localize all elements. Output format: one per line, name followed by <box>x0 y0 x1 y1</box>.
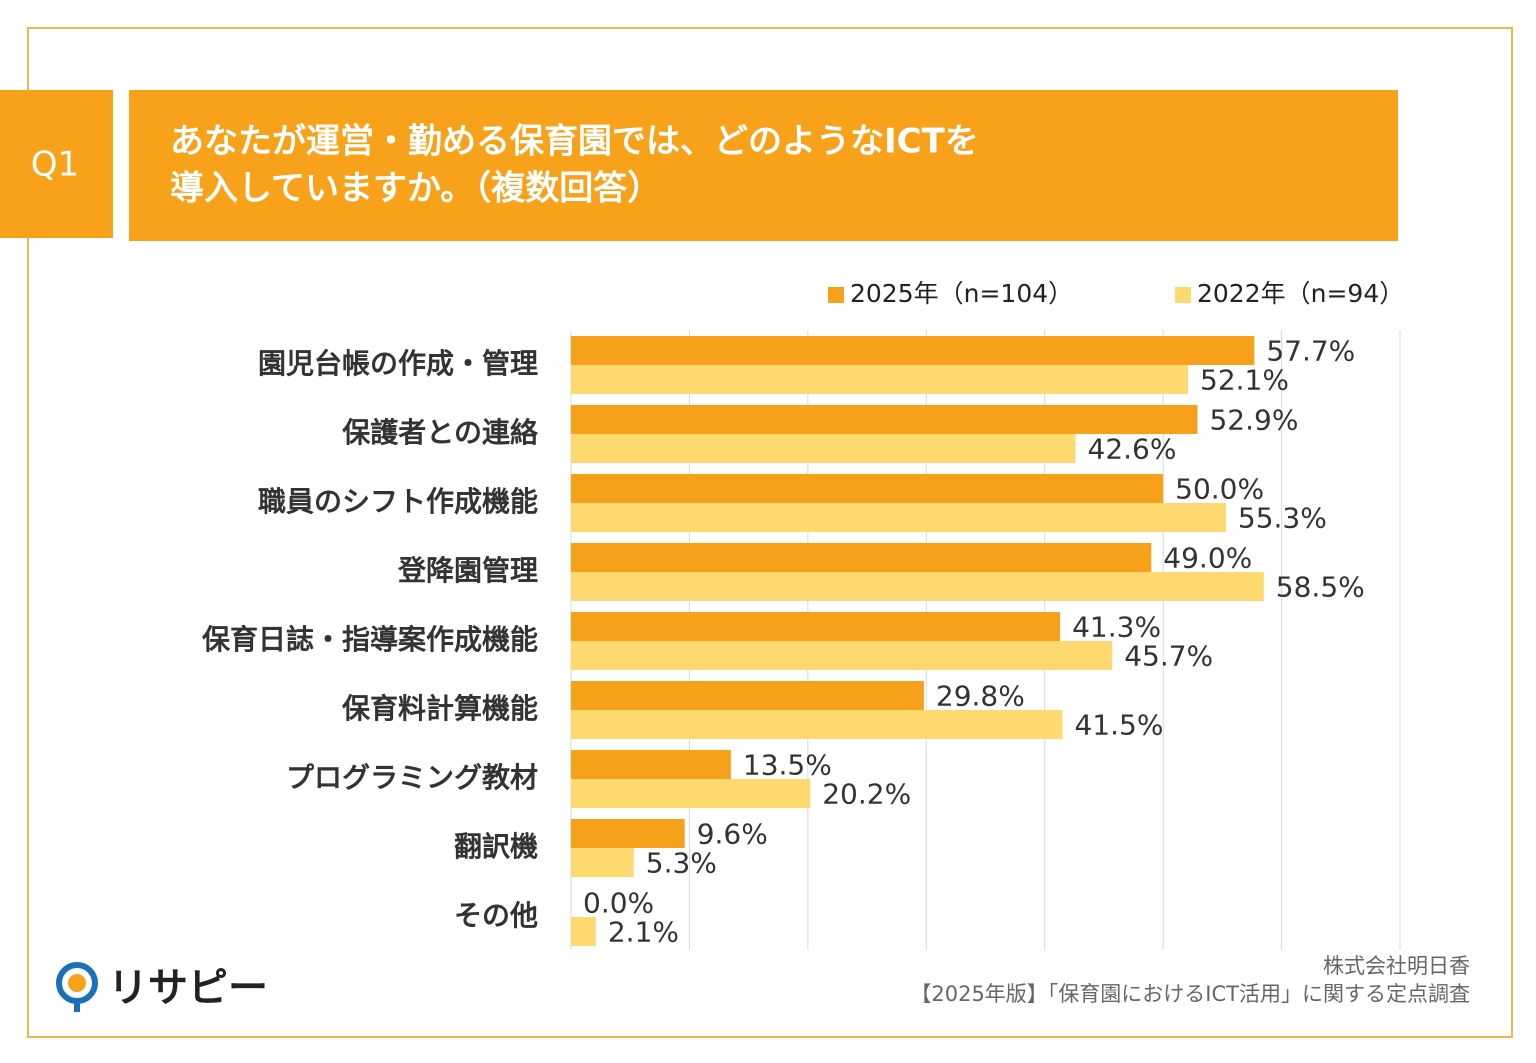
bar <box>571 848 634 877</box>
y-tick-label: 翻訳機 <box>454 830 538 863</box>
bar <box>571 750 731 779</box>
data-label: 41.3% <box>1072 611 1161 644</box>
bar <box>571 503 1226 532</box>
frame <box>27 27 1513 1038</box>
data-label: 9.6% <box>697 818 768 851</box>
data-label: 20.2% <box>822 778 911 811</box>
data-label: 50.0% <box>1175 473 1264 506</box>
data-label: 57.7% <box>1266 335 1355 368</box>
data-label: 42.6% <box>1088 433 1177 466</box>
source: 株式会社明日香 <box>1323 954 1470 978</box>
y-tick-label: 保育料計算機能 <box>342 692 538 725</box>
data-label: 0.0% <box>583 887 654 920</box>
data-label: 58.5% <box>1276 571 1365 604</box>
bar <box>571 365 1189 394</box>
data-label: 55.3% <box>1238 502 1327 535</box>
data-label: 52.1% <box>1200 364 1289 397</box>
y-tick-label: プログラミング教材 <box>286 761 538 794</box>
legend-swatch <box>1175 287 1191 303</box>
data-label: 13.5% <box>743 749 832 782</box>
bar <box>571 819 685 848</box>
bar <box>571 543 1152 572</box>
bar <box>571 405 1198 434</box>
chart-title: 導入していますか。（複数回答） <box>170 169 661 209</box>
data-label: 29.8% <box>936 680 1025 713</box>
bar <box>571 917 596 946</box>
bar <box>571 474 1164 503</box>
y-tick-label: 保育日誌・指導案作成機能 <box>202 623 538 656</box>
logo-icon <box>68 974 86 992</box>
data-label: 49.0% <box>1163 542 1252 575</box>
chart-title: あなたが運営・勤める保育園では、どのようなICTを <box>170 122 979 162</box>
data-label: 52.9% <box>1209 404 1298 437</box>
bar <box>571 681 924 710</box>
bar <box>571 710 1063 739</box>
bar <box>571 336 1255 365</box>
y-tick-label: その他 <box>454 899 538 932</box>
data-label: 5.3% <box>646 847 717 880</box>
data-label: 2.1% <box>608 916 679 949</box>
y-tick-label: 登降園管理 <box>397 554 538 587</box>
q-box <box>0 90 113 238</box>
title-box <box>129 90 1398 241</box>
bar <box>571 612 1061 641</box>
bar <box>571 641 1113 670</box>
y-tick-label: 保護者との連絡 <box>342 416 539 449</box>
q-label: Q1 <box>31 145 79 185</box>
legend-swatch <box>828 287 844 303</box>
bar <box>571 779 811 808</box>
bar <box>571 434 1076 463</box>
data-label: 45.7% <box>1124 640 1213 673</box>
data-label: 41.5% <box>1074 709 1163 742</box>
y-tick-label: 園児台帳の作成・管理 <box>258 347 538 380</box>
legend-label: 2025年（n=104） <box>850 279 1073 308</box>
y-tick-label: 職員のシフト作成機能 <box>258 485 538 518</box>
bar <box>571 572 1264 601</box>
logo-text: リサピー <box>108 965 268 1011</box>
legend-label: 2022年（n=94） <box>1197 279 1404 308</box>
source: 【2025年版】「保育園におけるICT活用」に関する定点調査 <box>910 982 1470 1006</box>
